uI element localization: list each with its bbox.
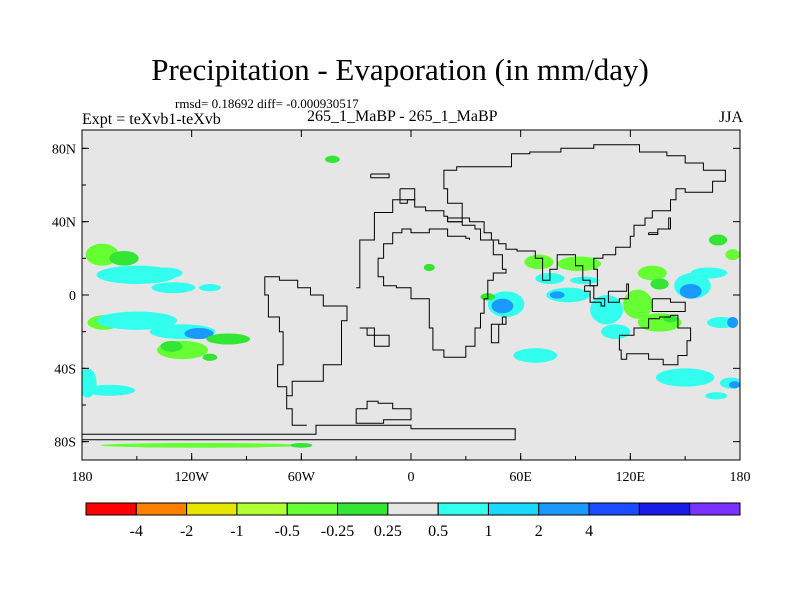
x-tick-label: 60W: [288, 470, 316, 485]
coastline: [370, 173, 390, 179]
contour-patch: [184, 328, 214, 339]
contour-patch: [160, 340, 183, 352]
chart-subtitle: 265_1_MaBP - 265_1_MaBP: [307, 108, 498, 125]
contour-patch: [705, 392, 728, 400]
colorbar-swatch: [186, 502, 238, 516]
season-label: JJA: [718, 109, 743, 126]
coastline: [648, 217, 671, 235]
x-tick-label: 120E: [616, 470, 646, 485]
contour-patch: [708, 234, 728, 246]
contour-patch: [725, 249, 740, 261]
colorbar-label: -4: [130, 523, 143, 540]
coastline: [264, 276, 348, 426]
contour-patch: [690, 267, 728, 279]
coastline: [490, 316, 507, 344]
stats-text: rmsd= 0.18692 diff= -0.000930517: [175, 96, 359, 111]
colorbar-swatch: [236, 502, 288, 516]
x-tick-label: 120W: [175, 470, 210, 485]
contour-patch: [513, 348, 558, 363]
colorbar-swatch: [487, 502, 540, 516]
contour-patch: [202, 353, 218, 362]
coastline: [618, 314, 692, 366]
colorbar-label: -0.25: [321, 523, 354, 540]
y-tick-label: 40S: [54, 362, 76, 377]
contour-patch: [151, 282, 196, 294]
colorbar-swatch: [85, 502, 137, 516]
contour-patch: [637, 265, 667, 281]
coastline: [584, 285, 606, 307]
coastline: [356, 199, 507, 358]
contour-patch: [557, 256, 602, 272]
colorbar-label: 2: [535, 523, 543, 540]
contour-patch: [109, 251, 139, 266]
colorbar-label: -0.5: [275, 523, 300, 540]
contour-patch: [679, 284, 702, 299]
contour-field: [82, 155, 740, 448]
x-tick-label: 60E: [509, 470, 532, 485]
coastline: [607, 283, 629, 303]
y-tick-label: 0: [69, 289, 76, 304]
contour-patch: [325, 155, 340, 163]
x-tick-label: 180: [72, 470, 93, 485]
contour-patch: [729, 381, 740, 389]
contour-patch: [423, 263, 435, 272]
colorbar-swatch: [689, 502, 741, 516]
colorbar-swatch: [538, 502, 590, 516]
y-tick-label: 80S: [54, 436, 76, 451]
contour-patch: [655, 368, 715, 387]
x-tick-label: 180: [730, 470, 751, 485]
colorbar-label: 1: [484, 523, 492, 540]
colorbar-label: -2: [180, 523, 193, 540]
coastline: [399, 188, 416, 204]
coastline: [355, 400, 412, 424]
contour-patch: [727, 317, 739, 328]
y-tick-label: 40N: [52, 216, 76, 231]
colorbar-swatch: [588, 502, 640, 516]
colorbar-swatch: [286, 502, 339, 516]
contour-patch: [83, 384, 136, 396]
chart-title: Precipitation - Evaporation (in mm/day): [151, 52, 649, 87]
contour-patch: [491, 298, 514, 314]
y-tick-label: 80N: [52, 142, 76, 157]
coastline: [82, 424, 516, 441]
contour-patch: [96, 311, 178, 330]
experiment-label: Expt = teXvb1-teXvb: [82, 111, 221, 128]
contour-patch: [198, 284, 221, 292]
colorbar-swatch: [387, 502, 439, 516]
contour-patch: [650, 278, 669, 290]
colorbar-label: -1: [230, 523, 243, 540]
contour-patch: [524, 254, 554, 270]
contour-patch: [206, 333, 251, 345]
colorbar-label: 4: [585, 523, 593, 540]
colorbar-swatch: [135, 502, 188, 516]
colorbar-label: 0.25: [374, 523, 402, 540]
colorbar-label: 0.5: [428, 523, 448, 540]
coastline: [443, 144, 726, 287]
colorbar-swatch: [638, 502, 691, 516]
coastline: [651, 298, 686, 312]
x-tick-label: 0: [408, 470, 415, 485]
contour-patch: [623, 289, 653, 319]
coastline: [359, 327, 390, 347]
coastlines: [82, 144, 726, 441]
colorbar-swatch: [437, 502, 489, 516]
contour-patch: [145, 267, 183, 279]
colorbar-swatch: [337, 502, 389, 516]
contour-patch: [100, 442, 302, 448]
contour-patch: [549, 291, 565, 299]
contour-patch: [290, 442, 313, 448]
